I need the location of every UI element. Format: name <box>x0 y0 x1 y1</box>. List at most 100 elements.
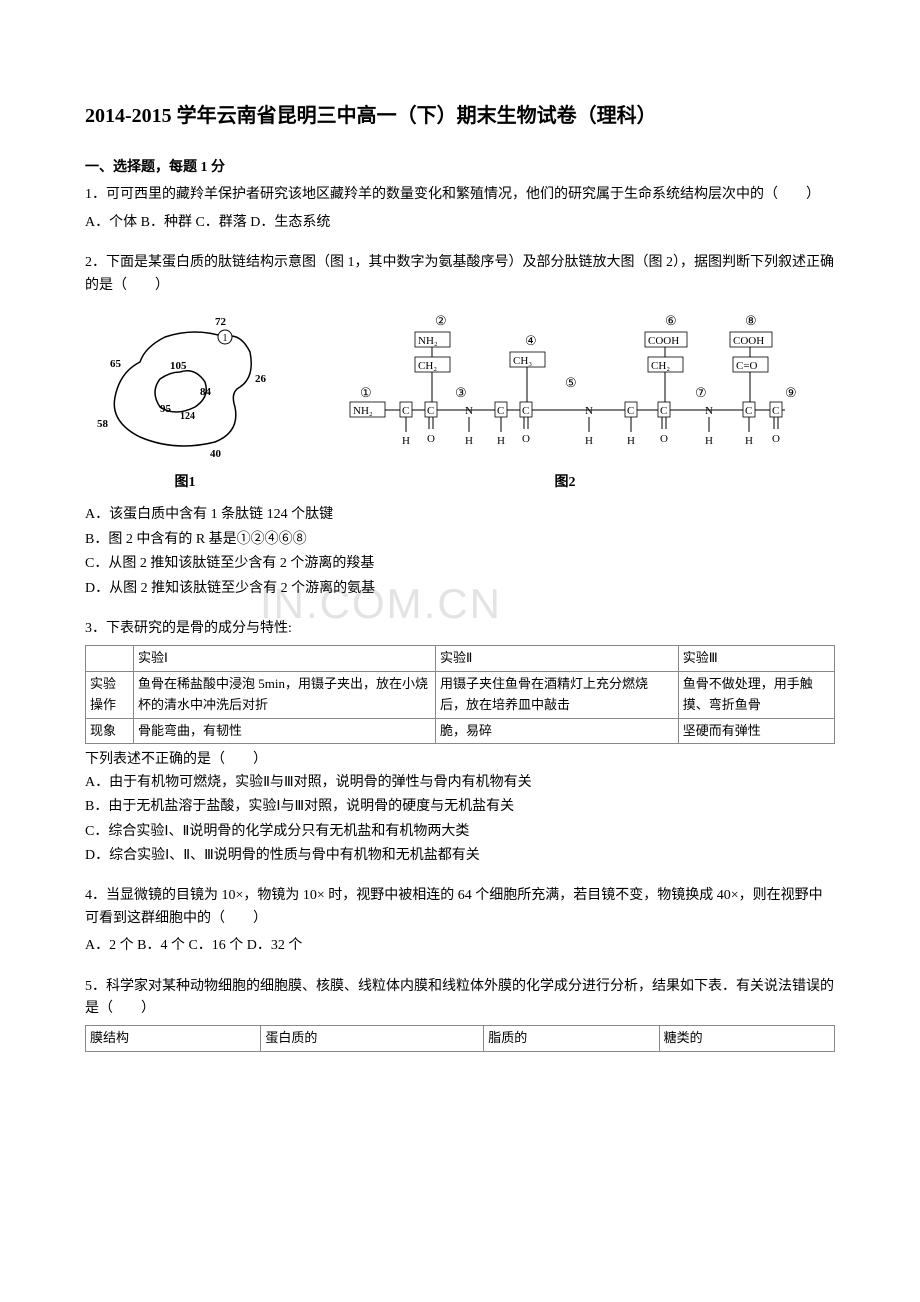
q3-text: 3．下表研究的是骨的成分与特性: <box>85 618 835 640</box>
fig1-label-95: 95 <box>160 403 172 415</box>
cell: 鱼骨不做处理，用手触摸、弯折鱼骨 <box>678 672 834 719</box>
figure-2-wrapper: ② ④ ⑥ ⑧ ① ③ ⑤ ⑦ ⑨ NH₂ CH₂ CH₃ <box>325 307 805 494</box>
svg-text:C: C <box>745 405 752 417</box>
svg-text:O: O <box>660 433 668 445</box>
svg-text:C: C <box>402 405 409 417</box>
cooh-1: COOH <box>648 335 679 347</box>
svg-text:H: H <box>705 435 713 447</box>
q5-text: 5．科学家对某种动物细胞的细胞膜、核膜、线粒体内膜和线粒体外膜的化学成分进行分析… <box>85 976 835 1021</box>
svg-text:H: H <box>745 435 753 447</box>
circ-8: ⑧ <box>745 313 757 328</box>
cell: 脆，易碎 <box>435 718 678 744</box>
cell: 糖类的 <box>659 1026 834 1052</box>
q4-text: 4．当显微镜的目镜为 10×，物镜为 10× 时，视野中被相连的 64 个细胞所… <box>85 885 835 930</box>
ch2-2: CH₂ <box>651 360 670 372</box>
figure-container: 1 72 26 40 58 65 105 84 95 124 图1 ② ④ ⑥ … <box>85 307 835 494</box>
fig1-label-65: 65 <box>110 358 122 370</box>
fig1-label-26: 26 <box>255 373 267 385</box>
q3-optD: D．综合实验Ⅰ、Ⅱ、Ⅲ说明骨的性质与骨中有机物和无机盐都有关 <box>85 845 835 867</box>
svg-text:H: H <box>497 435 505 447</box>
circ-3: ③ <box>455 385 467 400</box>
cell: 实验操作 <box>86 672 134 719</box>
q2-optC: C．从图 2 推知该肽链至少含有 2 个游离的羧基 <box>85 553 835 575</box>
q3-footer: 下列表述不正确的是（ ） <box>85 749 835 771</box>
figure-1: 1 72 26 40 58 65 105 84 95 124 <box>85 307 285 467</box>
cell: 实验Ⅲ <box>678 646 834 672</box>
q2-optA: A．该蛋白质中含有 1 条肽链 124 个肽键 <box>85 504 835 526</box>
section-header: 一、选择题，每题 1 分 <box>85 157 835 179</box>
table-row: 实验Ⅰ 实验Ⅱ 实验Ⅲ <box>86 646 835 672</box>
q2-text: 2．下面是某蛋白质的肽链结构示意图（图 1，其中数字为氨基酸序号）及部分肽链放大… <box>85 252 835 297</box>
nh2-top: NH₂ <box>418 335 438 347</box>
cell: 膜结构 <box>86 1026 261 1052</box>
cell: 脂质的 <box>484 1026 659 1052</box>
figure-1-wrapper: 1 72 26 40 58 65 105 84 95 124 图1 <box>85 307 285 494</box>
circ-2: ② <box>435 313 447 328</box>
cooh-2: COOH <box>733 335 764 347</box>
fig1-num-1: 1 <box>223 333 228 344</box>
fig1-label-124: 124 <box>180 411 195 422</box>
q1-text: 1．可可西里的藏羚羊保护者研究该地区藏羚羊的数量变化和繁殖情况，他们的研究属于生… <box>85 184 835 206</box>
figure-2: ② ④ ⑥ ⑧ ① ③ ⑤ ⑦ ⑨ NH₂ CH₂ CH₃ <box>325 307 805 467</box>
svg-text:C: C <box>497 405 504 417</box>
cell: 蛋白质的 <box>261 1026 484 1052</box>
question-4: 4．当显微镜的目镜为 10×，物镜为 10× 时，视野中被相连的 64 个细胞所… <box>85 885 835 957</box>
cell: 用镊子夹住鱼骨在酒精灯上充分燃烧后，放在培养皿中敲击 <box>435 672 678 719</box>
q2-optB: B．图 2 中含有的 R 基是①②④⑥⑧ <box>85 529 835 551</box>
circ-4: ④ <box>525 333 537 348</box>
circ-6: ⑥ <box>665 313 677 328</box>
table-row: 实验操作 鱼骨在稀盐酸中浸泡 5min，用镊子夹出，放在小烧杯的清水中冲洗后对折… <box>86 672 835 719</box>
q5-table: 膜结构 蛋白质的 脂质的 糖类的 <box>85 1025 835 1052</box>
question-1: 1．可可西里的藏羚羊保护者研究该地区藏羚羊的数量变化和繁殖情况，他们的研究属于生… <box>85 184 835 234</box>
cell: 实验Ⅱ <box>435 646 678 672</box>
page-title: 2014-2015 学年云南省昆明三中高一（下）期末生物试卷（理科） <box>85 100 835 132</box>
cell: 骨能弯曲，有韧性 <box>133 718 435 744</box>
circ-9: ⑨ <box>785 385 797 400</box>
q3-table: 实验Ⅰ 实验Ⅱ 实验Ⅲ 实验操作 鱼骨在稀盐酸中浸泡 5min，用镊子夹出，放在… <box>85 645 835 744</box>
fig1-label-40: 40 <box>210 448 222 460</box>
svg-text:O: O <box>427 433 435 445</box>
table-row: 膜结构 蛋白质的 脂质的 糖类的 <box>86 1026 835 1052</box>
q2-optD: D．从图 2 推知该肽链至少含有 2 个游离的氨基 <box>85 578 835 600</box>
circ-7: ⑦ <box>695 385 707 400</box>
q3-optB: B．由于无机盐溶于盐酸，实验Ⅰ与Ⅲ对照，说明骨的硬度与无机盐有关 <box>85 796 835 818</box>
svg-text:N: N <box>705 405 713 417</box>
cell: 坚硬而有弹性 <box>678 718 834 744</box>
svg-text:H: H <box>465 435 473 447</box>
svg-text:H: H <box>585 435 593 447</box>
q4-options: A．2 个 B．4 个 C．16 个 D．32 个 <box>85 935 835 957</box>
svg-text:C: C <box>772 405 779 417</box>
ch2-1: CH₂ <box>418 360 437 372</box>
c-eq-o: C=O <box>736 360 758 372</box>
svg-text:C: C <box>660 405 667 417</box>
question-2: 2．下面是某蛋白质的肽链结构示意图（图 1，其中数字为氨基酸序号）及部分肽链放大… <box>85 252 835 600</box>
q3-optC: C．综合实验Ⅰ、Ⅱ说明骨的化学成分只有无机盐和有机物两大类 <box>85 821 835 843</box>
svg-text:H: H <box>627 435 635 447</box>
svg-text:C: C <box>522 405 529 417</box>
fig1-label: 图1 <box>85 472 285 494</box>
svg-text:C: C <box>627 405 634 417</box>
q1-options: A．个体 B．种群 C．群落 D．生态系统 <box>85 212 835 234</box>
svg-text:N: N <box>465 405 473 417</box>
svg-text:N: N <box>585 405 593 417</box>
cell: 鱼骨在稀盐酸中浸泡 5min，用镊子夹出，放在小烧杯的清水中冲洗后对折 <box>133 672 435 719</box>
ch3: CH₃ <box>513 355 532 367</box>
svg-text:O: O <box>522 433 530 445</box>
svg-text:O: O <box>772 433 780 445</box>
cell <box>86 646 134 672</box>
nh2-left: NH₂ <box>353 405 373 417</box>
q3-optA: A．由于有机物可燃烧，实验Ⅱ与Ⅲ对照，说明骨的弹性与骨内有机物有关 <box>85 772 835 794</box>
table-row: 现象 骨能弯曲，有韧性 脆，易碎 坚硬而有弹性 <box>86 718 835 744</box>
question-3: 3．下表研究的是骨的成分与特性: 实验Ⅰ 实验Ⅱ 实验Ⅲ 实验操作 鱼骨在稀盐酸… <box>85 618 835 868</box>
circ-1: ① <box>360 385 372 400</box>
cell: 实验Ⅰ <box>133 646 435 672</box>
svg-text:C: C <box>427 405 434 417</box>
fig1-label-84: 84 <box>200 386 212 398</box>
fig1-label-72: 72 <box>215 316 227 328</box>
fig2-label: 图2 <box>325 472 805 494</box>
question-5: 5．科学家对某种动物细胞的细胞膜、核膜、线粒体内膜和线粒体外膜的化学成分进行分析… <box>85 976 835 1053</box>
cell: 现象 <box>86 718 134 744</box>
svg-text:H: H <box>402 435 410 447</box>
circ-5: ⑤ <box>565 375 577 390</box>
fig1-label-105: 105 <box>170 360 187 372</box>
